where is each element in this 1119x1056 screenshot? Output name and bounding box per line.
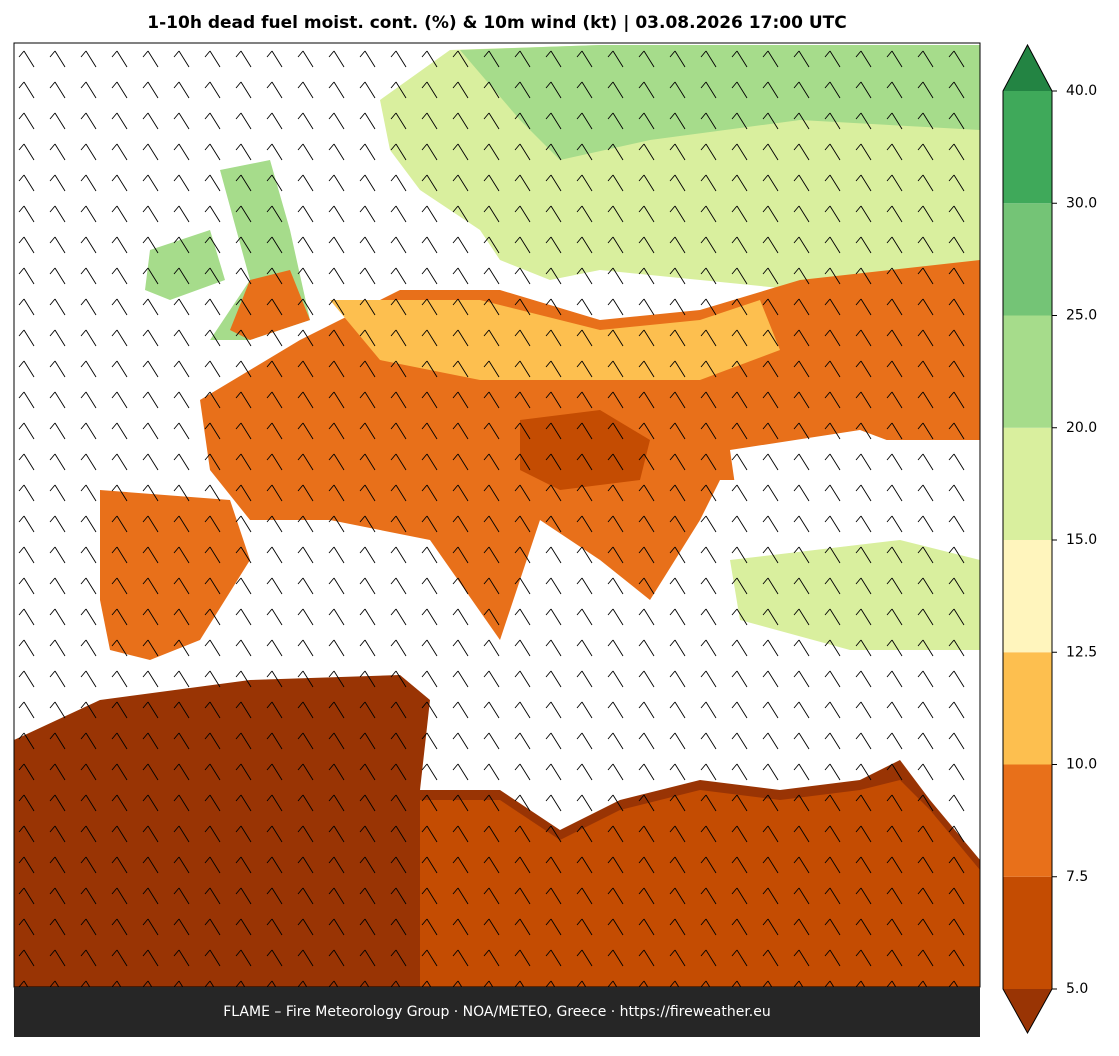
title: 1-10h dead fuel moist. cont. (%) & 10m w… bbox=[147, 13, 846, 33]
colorbar-segment bbox=[1003, 91, 1052, 204]
map bbox=[14, 43, 980, 987]
footer-band bbox=[14, 987, 980, 1037]
colorbar-tick-label: 10.0 bbox=[1066, 757, 1097, 773]
colorbar-segment bbox=[1003, 652, 1052, 765]
colorbar-tick-label: 25.0 bbox=[1066, 308, 1097, 324]
colorbar-tick-label: 40.0 bbox=[1066, 83, 1097, 99]
colorbar-segment bbox=[1003, 540, 1052, 653]
colorbar-tick-label: 30.0 bbox=[1066, 195, 1097, 211]
colorbar: 5.0 7.5 10.0 12.5 15.0 20.0 25.0 30.0 40.0 bbox=[1002, 43, 1097, 1035]
colorbar-tick-label: 15.0 bbox=[1066, 532, 1097, 548]
colorbar-tick-label: 5.0 bbox=[1066, 981, 1088, 997]
colorbar-extend-min bbox=[1003, 989, 1052, 1033]
colorbar-extend-max bbox=[1003, 45, 1052, 91]
colorbar-segment bbox=[1003, 876, 1052, 989]
colorbar-tick-label: 20.0 bbox=[1066, 420, 1097, 436]
colorbar-segment bbox=[1003, 427, 1052, 540]
colorbar-segment bbox=[1003, 764, 1052, 877]
colorbar-tick-label: 7.5 bbox=[1066, 869, 1088, 885]
colorbar-segment bbox=[1003, 315, 1052, 428]
wind-barbs bbox=[14, 43, 980, 987]
colorbar-segment bbox=[1003, 203, 1052, 316]
footer-text: FLAME – Fire Meteorology Group · NOA/MET… bbox=[223, 1004, 771, 1020]
colorbar-tick-label: 12.5 bbox=[1066, 644, 1097, 660]
